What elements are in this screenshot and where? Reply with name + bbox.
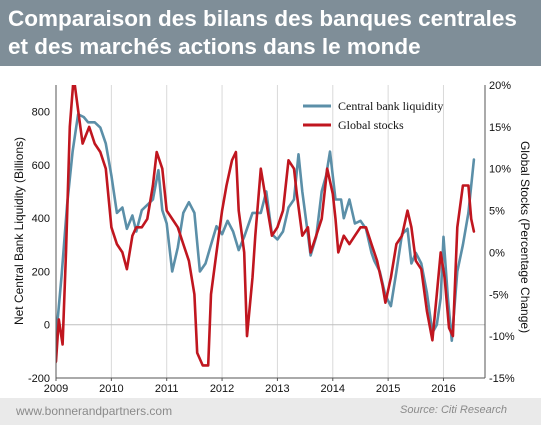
y-tick-label-left: 400 (32, 213, 50, 225)
y-tick-label-right: -10% (489, 331, 515, 343)
x-tick-label: 2015 (376, 383, 400, 395)
title-bar: Comparaison des bilans des banques centr… (0, 0, 541, 66)
y-tick-label-left: 800 (32, 107, 50, 119)
series-layer (56, 85, 476, 367)
x-tick-label: 2010 (99, 383, 123, 395)
x-tick-label: 2009 (44, 383, 68, 395)
y-tick-label-right: 10% (489, 164, 511, 176)
y-tick-label-left: 600 (32, 160, 50, 172)
legend-label-stocks: Global stocks (338, 118, 404, 132)
chart-title: Comparaison des bilans des banques centr… (8, 6, 517, 59)
footer-bar: www.bonnerandpartners.com Source: Citi R… (0, 398, 541, 425)
x-tick-label: 2011 (155, 383, 179, 395)
y-axis-title-right: Global Stocks (Percentage Change) (518, 141, 532, 333)
x-tick-label: 2013 (265, 383, 289, 395)
y-tick-label-right: 20% (489, 80, 511, 92)
legend-label-liquidity: Central bank liquidity (338, 99, 443, 113)
y-tick-label-right: 15% (489, 122, 511, 134)
y-tick-label-left: 0 (44, 320, 50, 332)
y-tick-label-left: -200 (28, 373, 50, 385)
y-tick-label-left: 200 (32, 266, 50, 278)
axis-layer: 2009 2010 2011 2012 2013 2014 2015 2016 -200 0 200… (28, 80, 515, 395)
y-tick-label-right: 5% (489, 206, 505, 218)
source-credit: Source: Citi Research (400, 404, 507, 416)
y-tick-label-right: 0% (489, 247, 505, 259)
y-tick-label-right: -15% (489, 373, 515, 385)
x-tick-label: 2016 (431, 383, 455, 395)
y-axis-title-left: Net Central Bank Liquidity (Billions) (12, 137, 26, 325)
website-credit: www.bonnerandpartners.com (16, 404, 173, 418)
y-tick-label-right: -5% (489, 289, 509, 301)
legend: Central bank liquidity Global stocks (303, 99, 443, 132)
x-tick-label: 2012 (210, 383, 234, 395)
series-line-liquidity (56, 113, 476, 347)
x-tick-label: 2014 (321, 383, 345, 395)
series-line-stocks (56, 85, 476, 367)
